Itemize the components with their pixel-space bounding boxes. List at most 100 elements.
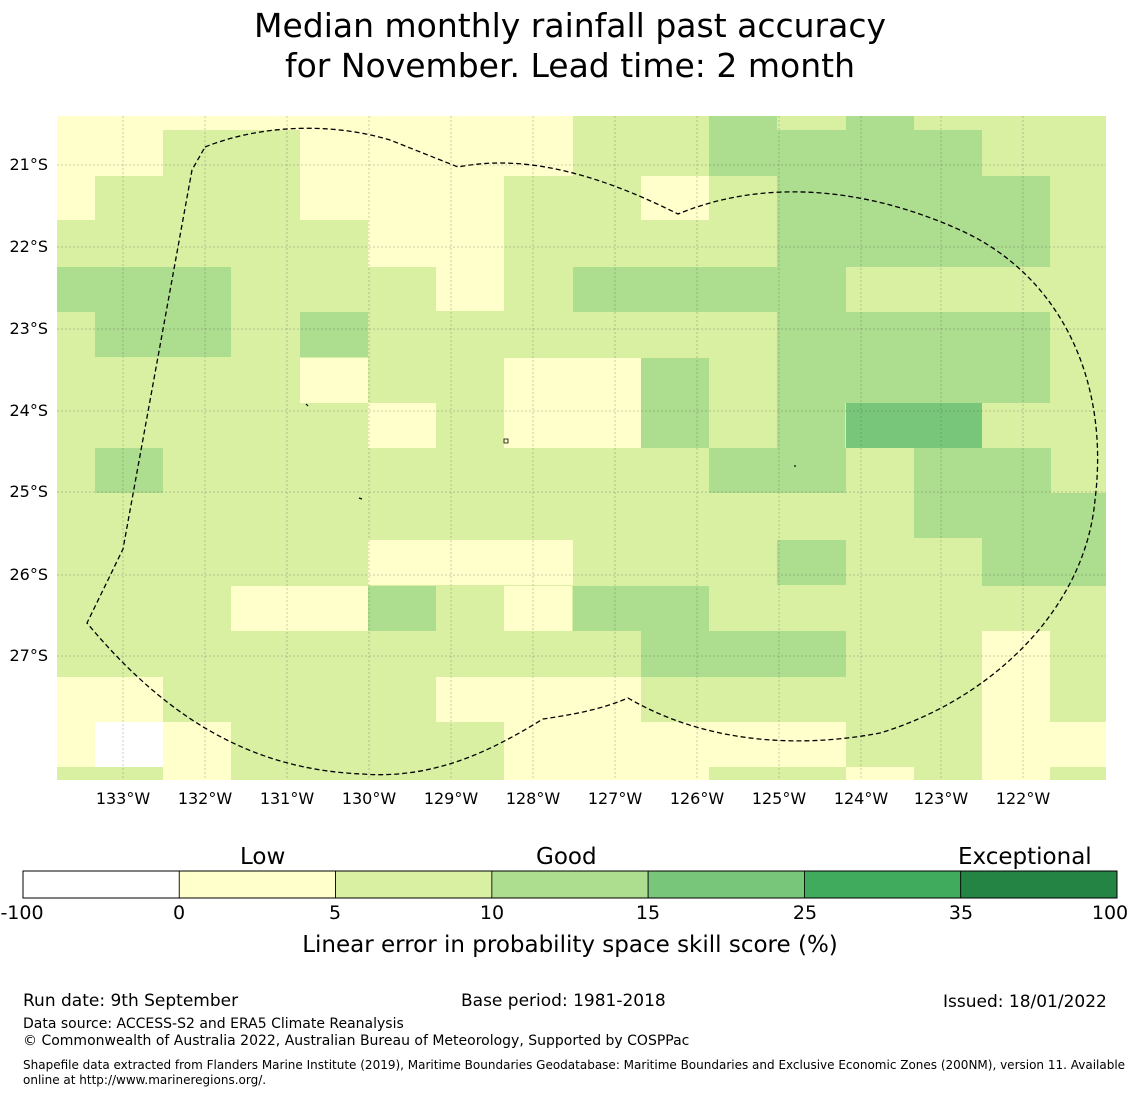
skill-cell	[914, 448, 1051, 538]
lon-label: 125°W	[751, 789, 807, 808]
skill-cell	[436, 176, 504, 311]
skill-cell	[846, 116, 914, 130]
skill-cell	[846, 403, 982, 448]
skill-grid	[57, 116, 1106, 780]
skill-cell	[57, 116, 163, 176]
title-line-2: for November. Lead time: 2 month	[284, 46, 855, 85]
lon-label: 130°W	[341, 789, 397, 808]
eez-boundary-line	[86, 127, 1099, 776]
skill-cell	[982, 176, 1050, 267]
legend-swatch	[22, 870, 180, 899]
legend-outline	[22, 870, 1118, 899]
lat-label: 27°S	[9, 646, 48, 665]
skill-cell	[504, 358, 641, 448]
skill-cell	[777, 540, 846, 585]
data-source: Data source: ACCESS-S2 and ERA5 Climate …	[23, 1016, 404, 1032]
skill-cell	[777, 312, 1050, 403]
skill-cell	[573, 267, 846, 312]
skill-cell	[1050, 493, 1106, 538]
skill-cell	[641, 176, 709, 220]
skill-cell	[95, 722, 163, 767]
skill-cell	[95, 448, 163, 493]
legend-swatch	[491, 870, 649, 899]
skill-cell	[641, 358, 709, 448]
legend-category-exceptional: Exceptional	[958, 844, 1092, 870]
copyright-notice: © Commonwealth of Australia 2022, Austra…	[23, 1033, 690, 1049]
skill-cell	[231, 116, 504, 130]
skill-cell	[163, 722, 231, 780]
skill-cell	[436, 116, 573, 176]
legend-tick: 35	[948, 902, 974, 924]
lat-label: 22°S	[9, 237, 48, 256]
skill-cell	[436, 677, 641, 722]
skill-cell	[982, 631, 1050, 780]
legend-swatch	[647, 870, 805, 899]
issued-date: Issued: 18/01/2022	[943, 992, 1107, 1012]
skill-cell	[368, 586, 436, 631]
lon-label: 132°W	[177, 789, 233, 808]
lon-label: 123°W	[913, 789, 969, 808]
lon-label: 131°W	[259, 789, 315, 808]
island-outlines	[305, 403, 796, 500]
skill-cell	[163, 116, 231, 130]
legend-swatch	[335, 870, 493, 899]
skill-cell	[709, 130, 982, 176]
map-title: Median monthly rainfall past accuracy fo…	[0, 6, 1140, 86]
skill-cell	[368, 540, 573, 585]
skill-cell	[504, 586, 572, 631]
skill-cell	[231, 586, 368, 631]
skill-cell	[300, 358, 368, 403]
base-period: Base period: 1981-2018	[461, 991, 666, 1011]
graticule	[57, 116, 1106, 780]
shapefile-credit-line-1: Shapefile data extracted from Flanders M…	[23, 1058, 1126, 1072]
lat-label: 24°S	[9, 401, 48, 420]
lon-label: 122°W	[995, 789, 1051, 808]
skill-cell	[300, 312, 368, 357]
skill-cell	[982, 538, 1106, 586]
legend-swatch	[178, 870, 336, 899]
lon-label: 133°W	[95, 789, 151, 808]
skill-cell	[573, 586, 709, 631]
legend-swatch	[960, 870, 1118, 899]
lon-label: 128°W	[505, 789, 561, 808]
legend-tick: 15	[635, 902, 661, 924]
legend-title: Linear error in probability space skill …	[302, 932, 838, 958]
legend-tick: 5	[328, 902, 342, 924]
legend-category-good: Good	[536, 844, 597, 870]
skill-cell	[914, 176, 982, 267]
legend-tick: 100	[1091, 902, 1129, 924]
legend-tick: 10	[479, 902, 505, 924]
lon-label: 124°W	[833, 789, 889, 808]
lat-label: 23°S	[9, 319, 48, 338]
legend-tick: -100	[0, 902, 44, 924]
skill-cell	[368, 403, 436, 448]
legend-swatch	[804, 870, 962, 899]
legend-category-low: Low	[240, 844, 286, 870]
legend-tick: 0	[172, 902, 186, 924]
legend-colorbar	[22, 870, 1118, 899]
skill-cell	[300, 130, 368, 220]
lon-label: 127°W	[587, 789, 643, 808]
lat-label: 25°S	[9, 482, 48, 501]
skill-cell	[1050, 722, 1106, 767]
shapefile-credit-line-2: online at http://www.marineregions.org/.	[23, 1073, 267, 1087]
skill-cell	[709, 722, 846, 767]
skill-cell	[368, 130, 436, 267]
skill-cell	[95, 312, 231, 357]
skill-cell	[777, 176, 914, 267]
legend-tick: 25	[792, 902, 818, 924]
lon-label: 126°W	[669, 789, 725, 808]
skill-cell	[57, 176, 95, 220]
skill-cell	[709, 116, 777, 130]
skill-cell	[57, 267, 231, 312]
skill-cell	[641, 631, 846, 677]
lon-label: 129°W	[423, 789, 479, 808]
lat-label: 26°S	[9, 565, 48, 584]
skill-cell	[846, 767, 914, 780]
skill-cell	[504, 722, 709, 780]
skill-cell	[709, 448, 846, 493]
title-line-1: Median monthly rainfall past accuracy	[253, 6, 887, 45]
shapefile-credit: Shapefile data extracted from Flanders M…	[23, 1058, 1135, 1088]
lat-label: 21°S	[9, 155, 48, 174]
